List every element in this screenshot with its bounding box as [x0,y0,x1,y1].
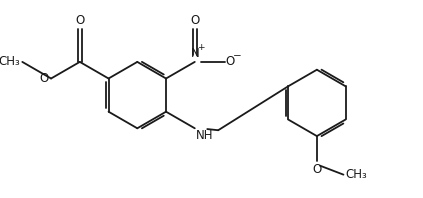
Text: CH₃: CH₃ [346,168,367,181]
Text: O: O [226,55,235,68]
Text: O: O [312,163,321,176]
Text: O: O [40,72,49,85]
Text: NH: NH [196,129,214,142]
Text: O: O [75,14,85,27]
Text: −: − [233,51,242,61]
Text: O: O [190,14,199,27]
Text: N: N [190,47,199,60]
Text: CH₃: CH₃ [0,55,20,68]
Text: +: + [197,43,204,52]
